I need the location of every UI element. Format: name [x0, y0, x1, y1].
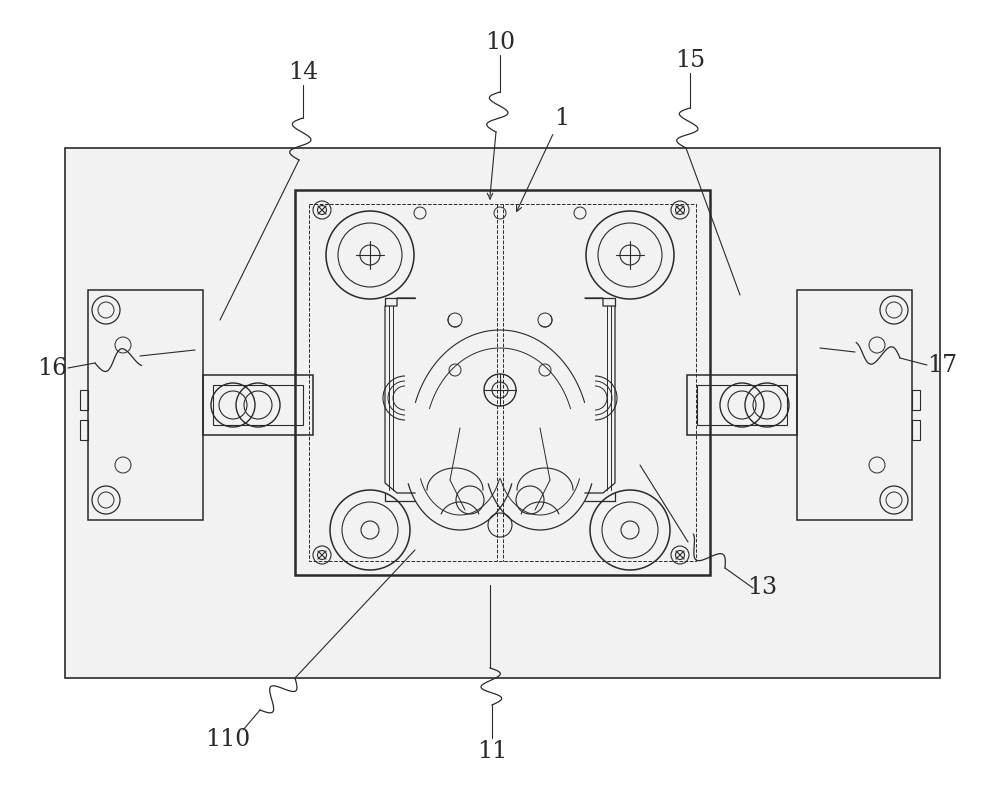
Bar — [309, 204, 696, 561]
Bar — [912, 390, 920, 410]
Text: 13: 13 — [747, 577, 777, 599]
Text: 14: 14 — [288, 61, 318, 83]
Bar — [295, 190, 710, 575]
Text: 15: 15 — [675, 49, 705, 71]
Bar — [203, 375, 313, 435]
Bar — [697, 385, 787, 425]
Text: 16: 16 — [37, 357, 67, 379]
Bar — [797, 290, 912, 520]
Bar — [213, 385, 303, 425]
Bar — [912, 420, 920, 440]
Bar — [80, 420, 88, 440]
Bar — [687, 375, 797, 435]
Bar — [80, 390, 88, 410]
Bar — [65, 148, 940, 678]
Text: 17: 17 — [927, 354, 957, 376]
Bar — [88, 290, 203, 520]
Text: 1: 1 — [554, 107, 570, 129]
Text: 10: 10 — [485, 31, 515, 53]
Text: 11: 11 — [477, 740, 507, 764]
Text: 110: 110 — [205, 728, 251, 752]
